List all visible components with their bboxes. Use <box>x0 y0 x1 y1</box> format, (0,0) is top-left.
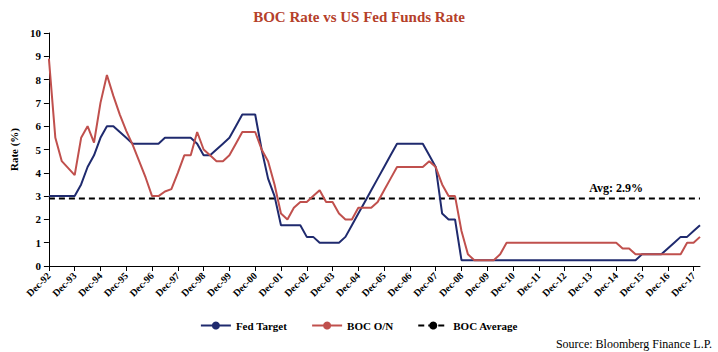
svg-text:6: 6 <box>35 120 41 132</box>
svg-text:Dec-96: Dec-96 <box>127 270 156 299</box>
svg-text:Dec-97: Dec-97 <box>153 270 182 299</box>
svg-text:Avg: 2.9%: Avg: 2.9% <box>589 181 643 195</box>
svg-text:0: 0 <box>35 260 41 272</box>
svg-text:Dec-95: Dec-95 <box>102 270 131 299</box>
svg-text:Dec-99: Dec-99 <box>205 270 234 299</box>
svg-text:Dec-13: Dec-13 <box>566 270 595 299</box>
svg-text:9: 9 <box>35 50 41 62</box>
svg-text:Dec-00: Dec-00 <box>231 270 260 299</box>
svg-text:2: 2 <box>35 213 41 225</box>
svg-text:Dec-06: Dec-06 <box>385 270 414 299</box>
svg-text:Dec-07: Dec-07 <box>411 270 440 299</box>
svg-text:Dec-03: Dec-03 <box>308 270 337 299</box>
svg-text:Dec-11: Dec-11 <box>515 270 543 298</box>
svg-text:Dec-08: Dec-08 <box>437 270 466 299</box>
svg-text:Dec-92: Dec-92 <box>24 270 53 299</box>
svg-text:Dec-94: Dec-94 <box>76 270 105 299</box>
svg-text:Dec-05: Dec-05 <box>359 270 388 299</box>
svg-text:8: 8 <box>35 74 41 86</box>
svg-text:Source: Bloomberg Finance L.P.: Source: Bloomberg Finance L.P. <box>556 337 712 351</box>
svg-text:3: 3 <box>35 190 41 202</box>
svg-text:Dec-10: Dec-10 <box>488 270 517 299</box>
svg-text:5: 5 <box>35 144 41 156</box>
svg-text:BOC Average: BOC Average <box>453 320 517 332</box>
svg-text:Dec-98: Dec-98 <box>179 270 208 299</box>
svg-text:Dec-93: Dec-93 <box>50 270 79 299</box>
svg-text:Dec-14: Dec-14 <box>592 270 621 299</box>
svg-text:Dec-04: Dec-04 <box>334 270 363 299</box>
svg-text:Dec-09: Dec-09 <box>463 270 492 299</box>
svg-text:Dec-12: Dec-12 <box>540 270 569 299</box>
svg-text:7: 7 <box>35 97 41 109</box>
svg-text:10: 10 <box>30 27 42 39</box>
svg-text:Rate (%): Rate (%) <box>8 128 21 171</box>
svg-text:1: 1 <box>35 237 41 249</box>
svg-text:BOC Rate vs US Fed Funds Rate: BOC Rate vs US Fed Funds Rate <box>253 9 465 25</box>
svg-text:Dec-01: Dec-01 <box>256 270 285 299</box>
svg-text:Dec-02: Dec-02 <box>282 270 311 299</box>
svg-text:Dec-16: Dec-16 <box>643 270 672 299</box>
svg-text:4: 4 <box>35 167 41 179</box>
svg-text:Dec-17: Dec-17 <box>669 270 698 299</box>
svg-text:Dec-15: Dec-15 <box>617 270 646 299</box>
svg-text:Fed Target: Fed Target <box>236 320 287 332</box>
svg-text:BOC O/N: BOC O/N <box>347 320 393 332</box>
